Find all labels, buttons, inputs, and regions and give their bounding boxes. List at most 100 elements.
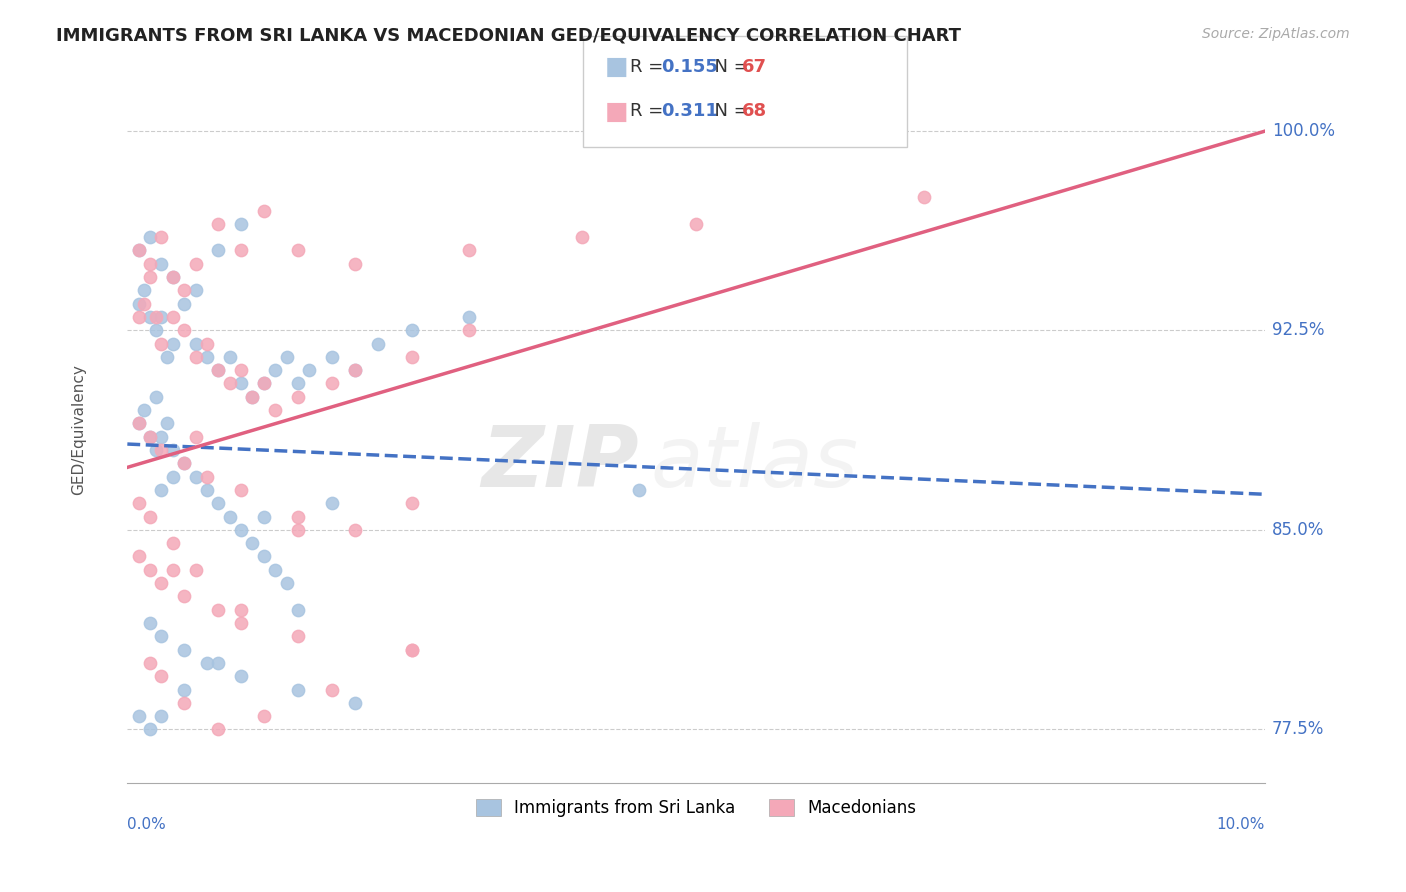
Point — [276, 350, 298, 364]
Text: 0.155: 0.155 — [661, 58, 717, 76]
Point — [134, 403, 156, 417]
Point — [128, 549, 150, 564]
Point — [207, 363, 229, 377]
Point — [229, 363, 252, 377]
Point — [912, 190, 935, 204]
Point — [253, 376, 276, 391]
Point — [229, 523, 252, 537]
Point — [207, 656, 229, 670]
Point — [128, 310, 150, 324]
Point — [139, 430, 162, 444]
Text: 92.5%: 92.5% — [1272, 321, 1324, 339]
Point — [139, 656, 162, 670]
Point — [264, 403, 287, 417]
Point — [321, 496, 343, 510]
Point — [150, 669, 173, 683]
Point — [162, 336, 184, 351]
Point — [367, 336, 389, 351]
Point — [162, 563, 184, 577]
Point — [321, 376, 343, 391]
Point — [253, 376, 276, 391]
Point — [139, 563, 162, 577]
Point — [184, 283, 207, 297]
Text: 0.0%: 0.0% — [128, 817, 166, 832]
Point — [195, 469, 218, 483]
Point — [162, 310, 184, 324]
Point — [184, 469, 207, 483]
Point — [139, 270, 162, 285]
Point — [401, 350, 423, 364]
Point — [128, 417, 150, 431]
Point — [162, 469, 184, 483]
Point — [150, 230, 173, 244]
Point — [229, 376, 252, 391]
Point — [253, 509, 276, 524]
Point — [195, 350, 218, 364]
Point — [457, 310, 479, 324]
Text: N =: N = — [703, 103, 755, 120]
Point — [173, 642, 195, 657]
Point — [184, 563, 207, 577]
Point — [401, 496, 423, 510]
Point — [264, 363, 287, 377]
Point — [128, 496, 150, 510]
Point — [218, 509, 240, 524]
Point — [162, 536, 184, 550]
Point — [229, 483, 252, 497]
Text: GED/Equivalency: GED/Equivalency — [72, 365, 86, 495]
Point — [276, 576, 298, 591]
Text: 77.5%: 77.5% — [1272, 721, 1324, 739]
Point — [128, 417, 150, 431]
Point — [128, 296, 150, 310]
Point — [343, 523, 366, 537]
Point — [184, 430, 207, 444]
Point — [150, 483, 173, 497]
Point — [242, 390, 264, 404]
Point — [150, 443, 173, 458]
Point — [150, 430, 173, 444]
Point — [401, 323, 423, 337]
Point — [218, 350, 240, 364]
Point — [287, 682, 309, 697]
Point — [343, 696, 366, 710]
Point — [321, 350, 343, 364]
Text: 68: 68 — [742, 103, 768, 120]
Point — [156, 417, 179, 431]
Point — [150, 576, 173, 591]
Point — [218, 376, 240, 391]
Point — [229, 603, 252, 617]
Point — [253, 709, 276, 723]
Point — [287, 629, 309, 643]
Text: 10.0%: 10.0% — [1216, 817, 1265, 832]
Point — [401, 642, 423, 657]
Point — [195, 483, 218, 497]
Point — [242, 536, 264, 550]
Text: 67: 67 — [742, 58, 768, 76]
Point — [173, 696, 195, 710]
Point — [253, 549, 276, 564]
Point — [264, 563, 287, 577]
Point — [195, 336, 218, 351]
Point — [287, 244, 309, 258]
Point — [145, 323, 167, 337]
Point — [685, 217, 707, 231]
Point — [628, 483, 651, 497]
Text: ZIP: ZIP — [482, 422, 640, 505]
Point — [229, 217, 252, 231]
Point — [184, 257, 207, 271]
Point — [150, 629, 173, 643]
Text: N =: N = — [703, 58, 755, 76]
Point — [173, 296, 195, 310]
Point — [207, 496, 229, 510]
Text: R =: R = — [630, 58, 669, 76]
Point — [162, 270, 184, 285]
Point — [128, 709, 150, 723]
Point — [173, 456, 195, 470]
Text: 0.311: 0.311 — [661, 103, 717, 120]
Point — [134, 283, 156, 297]
Text: IMMIGRANTS FROM SRI LANKA VS MACEDONIAN GED/EQUIVALENCY CORRELATION CHART: IMMIGRANTS FROM SRI LANKA VS MACEDONIAN … — [56, 27, 962, 45]
Point — [571, 230, 593, 244]
Point — [128, 244, 150, 258]
Text: 85.0%: 85.0% — [1272, 521, 1324, 539]
Point — [173, 456, 195, 470]
